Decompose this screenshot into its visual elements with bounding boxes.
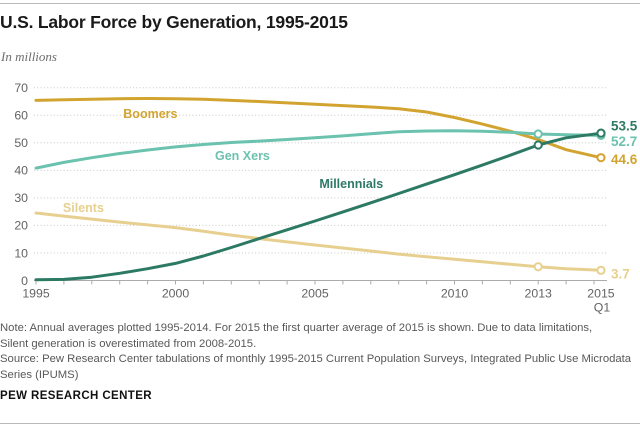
y-tick-label: 70 [14,81,28,95]
y-tick-label: 60 [14,109,28,123]
gridlines [34,87,607,254]
chart-note: Note: Annual averages plotted 1995-2014.… [0,321,640,352]
chart-subtitle: In millions [1,49,57,64]
y-tick-label: 0 [21,274,28,288]
series-silents: Silents 3.7 [34,201,630,281]
data-point-marker [596,153,606,163]
series-label: Millennials [319,177,383,191]
labor-force-line-chart: 0 10 20 30 40 50 60 70 1995 2000 2005 2010 2013 2015Q… [14,81,638,315]
x-tick-label: 2005 [301,287,329,301]
series-label: Silents [63,201,104,215]
data-point-marker [596,265,606,275]
y-axis-labels: 0 10 20 30 40 50 60 70 [14,81,28,288]
series-line [34,129,603,170]
x-tick-label: 2000 [162,287,190,301]
end-value-label: 3.7 [611,266,630,281]
y-tick-label: 40 [14,164,28,178]
x-axis [34,280,607,285]
series-line [34,131,603,282]
series-gen-xers: Gen Xers 52.7 [34,129,637,170]
series-millennials: Millennials 53.5 [34,119,638,282]
source-line-1: Source: Pew Research Center tabulations … [0,353,632,365]
x-tick-label: 2010 [441,287,469,301]
top-divider [0,3,640,4]
source-line-2: Series (IPUMS) [0,368,79,381]
data-point-marker [533,140,543,150]
x-tick-label: 1995 [22,287,50,301]
end-value-label: 44.6 [611,152,638,167]
series-label: Gen Xers [215,149,270,163]
y-tick-label: 10 [14,246,28,260]
x-tick-label: 2013 [525,287,553,301]
brand-label: PEW RESEARCH CENTER [0,390,153,402]
page-title: U.S. Labor Force by Generation, 1995-201… [0,12,348,32]
chart-source: Source: Pew Research Center tabulations … [0,352,640,383]
series-boomers: Boomers 44.6 [34,97,638,167]
x-tick-sublabel: Q1 [594,301,611,315]
series-label: Boomers [123,107,177,121]
end-value-label: 52.7 [611,134,637,149]
note-line-2: Silent generation is overestimated from … [0,337,257,350]
data-point-marker [533,129,543,139]
y-tick-label: 30 [14,191,28,205]
series-line [34,97,603,160]
note-line-1: Note: Annual averages plotted 1995-2014.… [0,322,593,334]
data-point-marker [596,128,606,138]
bottom-divider [0,423,640,424]
y-tick-label: 50 [14,136,28,150]
series-line [34,211,603,272]
x-tick-label: 2015 [587,287,615,301]
end-value-label: 53.5 [611,119,638,134]
data-point-marker [533,262,543,272]
y-tick-label: 20 [14,219,28,233]
